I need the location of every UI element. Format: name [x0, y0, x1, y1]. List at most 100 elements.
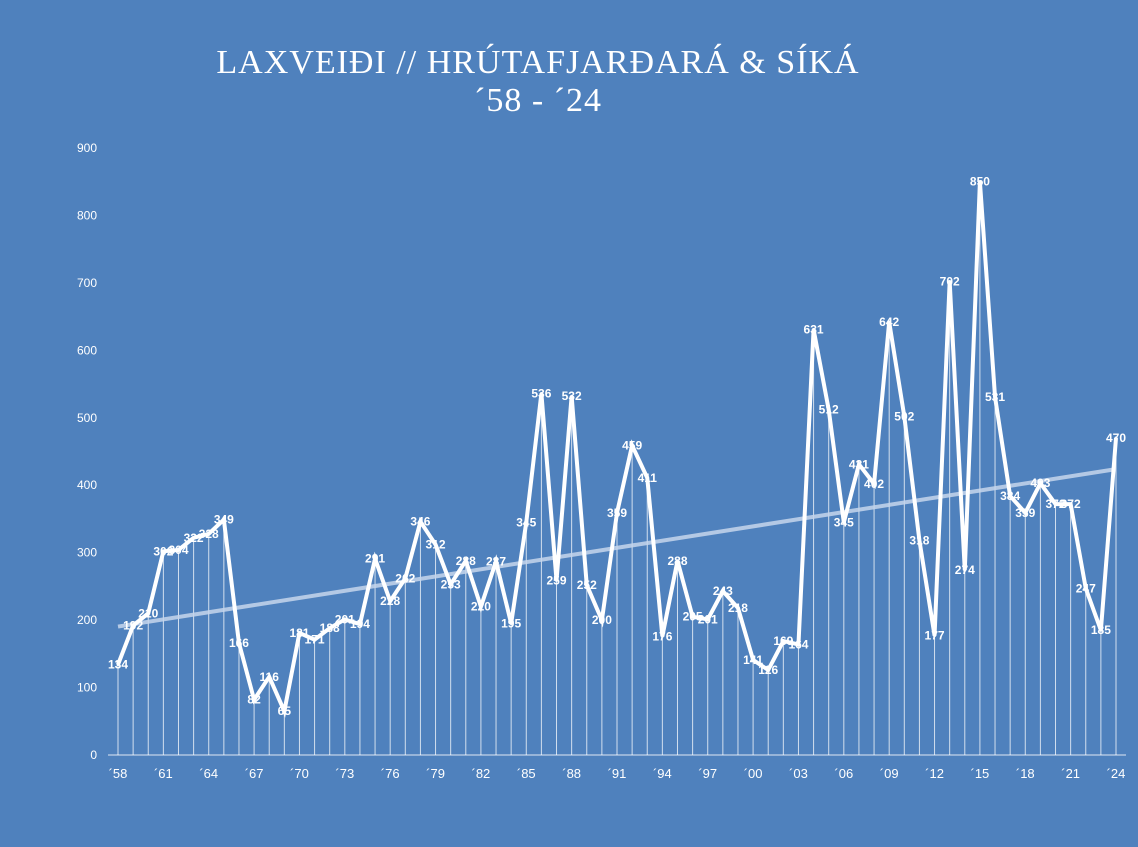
data-label: 65	[278, 704, 292, 718]
data-label: 259	[546, 573, 566, 587]
data-label: 195	[501, 616, 521, 630]
data-point	[706, 617, 710, 621]
data-label: 253	[441, 577, 461, 591]
data-point	[116, 663, 120, 667]
data-point	[887, 320, 891, 324]
data-point	[282, 709, 286, 713]
data-label: 328	[199, 527, 219, 541]
data-label: 218	[728, 601, 748, 615]
x-tick-label: ´00	[744, 766, 763, 781]
data-label: 359	[607, 506, 627, 520]
data-label: 459	[622, 438, 642, 452]
data-point	[691, 615, 695, 619]
data-label: 181	[289, 626, 309, 640]
data-point	[297, 631, 301, 635]
data-label: 512	[819, 403, 839, 417]
data-label: 288	[667, 554, 687, 568]
data-point	[313, 638, 317, 642]
x-tick-label: ´21	[1061, 766, 1080, 781]
data-label: 349	[214, 513, 234, 527]
data-point	[252, 698, 256, 702]
data-point	[978, 180, 982, 184]
data-label: 194	[350, 617, 370, 631]
y-tick-label: 600	[77, 343, 97, 357]
data-label: 312	[426, 538, 446, 552]
data-point	[192, 536, 196, 540]
data-label: 384	[1000, 489, 1020, 503]
data-label: 411	[638, 471, 658, 485]
data-label: 402	[864, 477, 884, 491]
data-label: 318	[909, 534, 929, 548]
y-tick-label: 800	[77, 208, 97, 222]
y-tick-label: 200	[77, 613, 97, 627]
data-label: 346	[410, 515, 430, 529]
data-label: 166	[229, 636, 249, 650]
data-point	[993, 395, 997, 399]
data-label: 169	[773, 634, 793, 648]
data-label: 205	[683, 610, 703, 624]
y-tick-label: 500	[77, 411, 97, 425]
data-point	[1069, 502, 1073, 506]
data-point	[449, 582, 453, 586]
data-point	[131, 624, 135, 628]
data-point	[176, 548, 180, 552]
x-tick-label: ´09	[880, 766, 899, 781]
x-tick-label: ´88	[562, 766, 581, 781]
x-tick-label: ´18	[1016, 766, 1035, 781]
data-label: 470	[1106, 431, 1126, 445]
data-label: 291	[365, 552, 385, 566]
trendline	[117, 467, 1117, 629]
data-point	[373, 557, 377, 561]
data-label: 201	[335, 612, 355, 626]
data-point	[161, 549, 165, 553]
data-label: 243	[713, 584, 733, 598]
data-point	[857, 462, 861, 466]
data-point	[796, 642, 800, 646]
data-point	[963, 568, 967, 572]
data-point	[827, 408, 831, 412]
y-tick-label: 300	[77, 546, 97, 560]
data-point	[479, 605, 483, 609]
data-label: 702	[940, 275, 960, 289]
data-point	[948, 280, 952, 284]
data-label: 431	[849, 457, 869, 471]
data-point	[403, 576, 407, 580]
x-tick-label: ´03	[789, 766, 808, 781]
data-label: 287	[486, 554, 506, 568]
data-label: 82	[247, 693, 261, 707]
data-point	[902, 414, 906, 418]
data-point	[1008, 494, 1012, 498]
x-tick-label: ´06	[834, 766, 853, 781]
data-label: 274	[955, 563, 975, 577]
data-label: 359	[1015, 506, 1035, 520]
data-label: 850	[970, 175, 990, 189]
data-point	[766, 668, 770, 672]
data-point	[464, 559, 468, 563]
data-label: 532	[562, 389, 582, 403]
chart-title: LAXVEIÐI // HRÚTAFJARÐARÁ & SÍKÁ	[216, 44, 860, 81]
data-point	[358, 622, 362, 626]
data-label: 188	[320, 621, 340, 635]
data-point	[917, 539, 921, 543]
data-point	[388, 599, 392, 603]
data-point	[600, 618, 604, 622]
data-point	[434, 543, 438, 547]
data-label: 192	[123, 619, 143, 633]
data-point	[267, 675, 271, 679]
x-tick-label: ´64	[199, 766, 218, 781]
data-point	[1054, 502, 1058, 506]
data-point	[418, 520, 422, 524]
data-point	[721, 589, 725, 593]
data-label: 141	[743, 653, 763, 667]
data-label: 176	[652, 629, 672, 643]
y-tick-label: 100	[77, 681, 97, 695]
x-tick-label: ´94	[653, 766, 672, 781]
data-point	[494, 559, 498, 563]
x-tick-label: ´79	[426, 766, 445, 781]
x-tick-label: ´67	[245, 766, 264, 781]
data-label: 252	[577, 578, 597, 592]
data-point	[751, 658, 755, 662]
data-label: 126	[758, 663, 778, 677]
data-point	[1099, 628, 1103, 632]
